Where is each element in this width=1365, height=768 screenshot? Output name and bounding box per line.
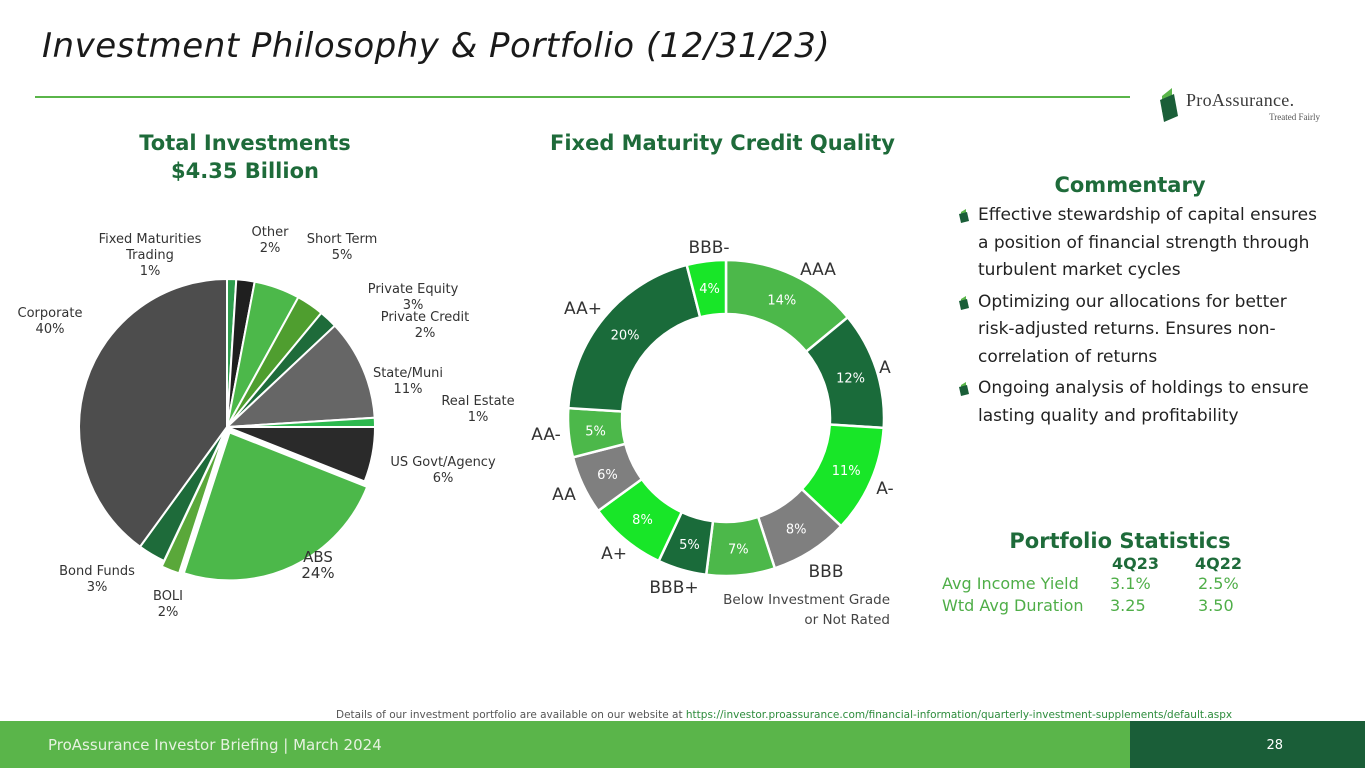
donut-pct-aaa: 14% bbox=[767, 293, 796, 308]
donut-pct-a: 11% bbox=[832, 464, 861, 479]
pie-slice-state-muni bbox=[224, 324, 376, 429]
svg-text:Real Estate: Real Estate bbox=[441, 394, 514, 409]
total-investments-title-line1: Total Investments bbox=[139, 131, 351, 155]
pie-pct-other: 2% bbox=[260, 241, 281, 256]
leaf-bullet-icon bbox=[959, 295, 969, 310]
donut-pct-bbb: 4% bbox=[699, 282, 720, 297]
slide-title: Investment Philosophy & Portfolio (12/31… bbox=[42, 26, 831, 66]
pie-pct-state-muni: 11% bbox=[394, 382, 423, 397]
donut-pct-bbb: 5% bbox=[679, 538, 700, 553]
commentary-title: Commentary bbox=[1054, 173, 1206, 197]
donut-pct-aa: 20% bbox=[611, 328, 640, 343]
stats-col-4q23: 4Q23 bbox=[1112, 554, 1159, 573]
donut-label-bbb: BBB bbox=[809, 562, 844, 582]
pie-pct-boli: 2% bbox=[158, 605, 179, 620]
donut-pct-a: 12% bbox=[836, 372, 865, 387]
donut-label-bbb: BBB- bbox=[688, 238, 729, 258]
footer-accent bbox=[1130, 721, 1365, 768]
credit-quality-donut-chart: 14% AAA 12% A 11% A- 8% BBB 7% 5% BBB+ 8% A+ 6% AA 5% AA… bbox=[531, 238, 893, 598]
pie-slice-us-govt-agency bbox=[226, 426, 377, 483]
svg-text:BOLI: BOLI bbox=[153, 589, 183, 604]
donut-label-aa: AA- bbox=[531, 425, 561, 445]
pie-pct-short-term: 5% bbox=[332, 248, 353, 263]
footer-bar: ProAssurance Investor Briefing | March 2… bbox=[0, 721, 1365, 768]
portfolio-statistics-title: Portfolio Statistics bbox=[1009, 529, 1231, 553]
pie-pct-abs: 24% bbox=[301, 564, 334, 582]
pie-pct-us-govt-agency: 6% bbox=[433, 471, 454, 486]
stats-col-4q22: 4Q22 bbox=[1195, 554, 1242, 573]
commentary-item: Ongoing analysis of holdings to ensure l… bbox=[958, 375, 1328, 430]
pie-slice-abs bbox=[182, 431, 369, 582]
pie-pct-fixed-maturities-trading: 1% bbox=[140, 264, 161, 279]
pie-slice-corporate bbox=[78, 277, 228, 549]
title-divider bbox=[35, 96, 1130, 98]
credit-quality-title: Fixed Maturity Credit Quality bbox=[549, 131, 895, 155]
donut-pct-aa: 6% bbox=[597, 468, 618, 483]
pie-pct-bond-funds: 3% bbox=[87, 580, 108, 595]
svg-text:ABS: ABS bbox=[303, 548, 333, 566]
commentary-list: Effective stewardship of capital ensures… bbox=[958, 202, 1328, 434]
logo-tagline: Treated Fairly bbox=[1269, 112, 1320, 122]
donut-label-aa: AA bbox=[552, 485, 576, 505]
investment-supplements-link[interactable]: https://investor.proassurance.com/financ… bbox=[685, 709, 1233, 721]
pie-pct-real-estate: 1% bbox=[468, 410, 489, 425]
pie-pct-corporate: 40% bbox=[36, 322, 65, 337]
donut-label-aaa: AAA bbox=[800, 260, 836, 280]
proassurance-logo: ProAssurance. Treated Fairly bbox=[1158, 86, 1338, 126]
svg-text:Trading: Trading bbox=[125, 248, 174, 263]
leaf-bullet-icon bbox=[959, 382, 969, 396]
svg-text:Fixed Maturities: Fixed Maturities bbox=[99, 232, 202, 247]
logo-wordmark: ProAssurance. bbox=[1186, 90, 1295, 110]
svg-text:Private Credit: Private Credit bbox=[381, 310, 470, 325]
pie-pct-private-credit: 2% bbox=[415, 326, 436, 341]
svg-text:State/Muni: State/Muni bbox=[373, 366, 443, 381]
stats-row: Avg Income Yield 3.1% 2.5% bbox=[942, 574, 1239, 593]
pie-pct-private-equity: 3% bbox=[403, 298, 424, 313]
donut-label-a: A+ bbox=[601, 544, 627, 564]
commentary-item: Effective stewardship of capital ensures… bbox=[958, 202, 1328, 285]
svg-text:Corporate: Corporate bbox=[18, 306, 83, 321]
donut-label-a: A- bbox=[876, 479, 893, 499]
logo-mark-icon bbox=[1160, 88, 1178, 122]
donut-label-bbb: BBB+ bbox=[649, 578, 698, 598]
svg-text:Other: Other bbox=[252, 225, 290, 240]
stats-row: Wtd Avg Duration 3.25 3.50 bbox=[942, 596, 1234, 615]
donut-pct-a: 8% bbox=[632, 513, 653, 528]
svg-text:Bond Funds: Bond Funds bbox=[59, 564, 135, 579]
below-investment-grade-note: Below Investment Grade or Not Rated bbox=[723, 592, 890, 628]
donut-label-aa: AA+ bbox=[564, 299, 602, 319]
footnote: Details of our investment portfolio are … bbox=[336, 709, 1233, 721]
donut-slice-bbb bbox=[685, 258, 728, 319]
total-investments-title-line2: $4.35 Billion bbox=[171, 159, 319, 183]
footer-text: ProAssurance Investor Briefing | March 2… bbox=[48, 736, 382, 754]
svg-text:Private Equity: Private Equity bbox=[368, 282, 459, 297]
svg-text:Short Term: Short Term bbox=[307, 232, 378, 247]
total-investments-title: Total Investments $4.35 Billion bbox=[95, 129, 395, 185]
donut-pct-unrated-4: 7% bbox=[728, 542, 749, 557]
pie-slice-boli bbox=[160, 432, 226, 575]
svg-text:US Govt/Agency: US Govt/Agency bbox=[390, 455, 496, 470]
donut-label-a: A bbox=[879, 358, 891, 378]
leaf-bullet-icon bbox=[959, 209, 969, 223]
donut-pct-aa: 5% bbox=[585, 424, 606, 439]
page-number: 28 bbox=[1266, 738, 1283, 753]
commentary-item: Optimizing our allocations for better ri… bbox=[958, 289, 1328, 372]
donut-pct-bbb: 8% bbox=[786, 523, 807, 538]
